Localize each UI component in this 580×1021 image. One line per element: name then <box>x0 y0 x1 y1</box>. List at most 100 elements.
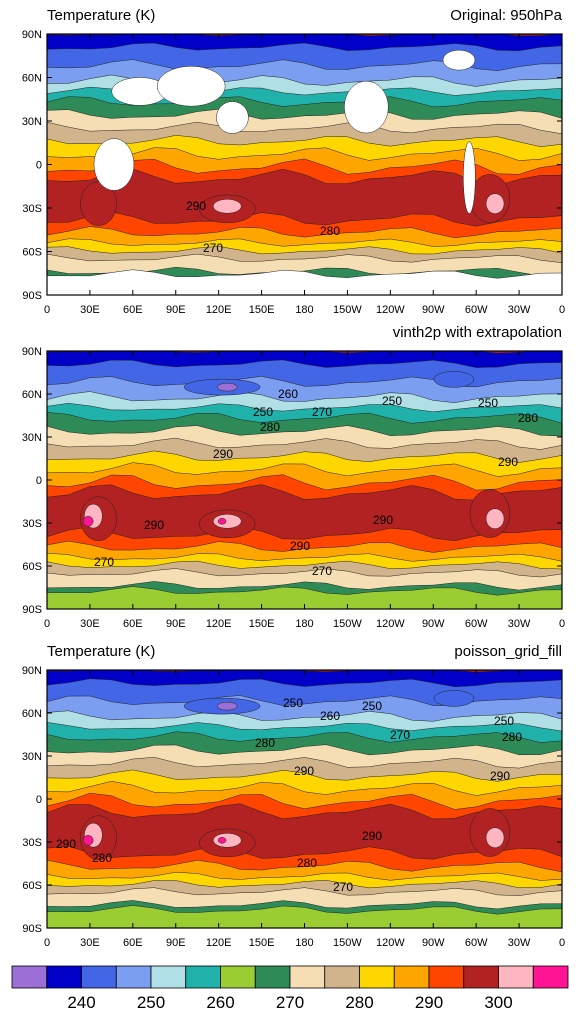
lon-label: 60E <box>123 618 143 630</box>
contour-label: 250 <box>382 394 402 408</box>
lat-label: 60S <box>22 880 42 892</box>
colorbar-swatch <box>11 965 48 989</box>
lon-label: 30E <box>80 618 100 630</box>
panel-2-contour-labels: 250 260 250 270 250 280 280 290 290 290 … <box>94 387 538 578</box>
colorbar-label: 250 <box>137 993 165 1012</box>
panel-3-title-left: Temperature (K) <box>47 643 155 660</box>
lon-label: 180 <box>295 937 313 949</box>
lon-label: 120E <box>206 304 232 316</box>
lat-label: 30S <box>22 203 42 215</box>
lat-label: 60S <box>22 561 42 573</box>
lat-label: 90N <box>22 346 42 358</box>
lat-label: 30S <box>22 518 42 530</box>
temperature-region <box>217 518 227 525</box>
lat-label: 0 <box>36 475 42 487</box>
temperature-region <box>217 837 227 844</box>
panel-3: Temperature (K) poisson_grid_fill 90N 60N… <box>22 643 565 949</box>
temperature-region <box>485 508 505 529</box>
lat-label: 60S <box>22 247 42 259</box>
lon-label: 150W <box>333 937 362 949</box>
temperature-region <box>82 835 94 846</box>
lat-label: 60N <box>22 708 42 720</box>
missing-data-region <box>463 141 476 214</box>
contour-label: 280 <box>518 411 538 425</box>
missing-data-region <box>216 101 249 134</box>
contour-label: 290 <box>294 764 314 778</box>
lon-label: 120W <box>376 304 405 316</box>
missing-data-region <box>93 138 135 191</box>
lat-label: 0 <box>36 160 42 172</box>
lon-label: 30E <box>80 304 100 316</box>
missing-data-region <box>156 65 226 107</box>
contour-label: 260 <box>278 387 298 401</box>
lon-label: 180 <box>295 618 313 630</box>
contour-label: 290 <box>290 539 310 553</box>
contour-label: 270 <box>203 241 223 255</box>
lon-label: 90W <box>422 304 445 316</box>
lon-label: 0 <box>44 618 50 630</box>
panel-3-contour-labels: 250 260 250 270 250 280 280 290 290 290 … <box>56 696 522 894</box>
panel-3-title-right: poisson_grid_fill <box>454 643 562 660</box>
colorbar-swatch <box>220 965 256 989</box>
antarctic-region <box>47 586 562 609</box>
lon-label: 90E <box>166 304 186 316</box>
lon-label: 0 <box>559 618 565 630</box>
panel-1-contour-labels: 290 280 270 <box>186 199 340 255</box>
contour-label: 260 <box>320 709 340 723</box>
lon-label: 0 <box>44 937 50 949</box>
contour-label: 290 <box>362 829 382 843</box>
lat-label: 90S <box>22 290 42 302</box>
colorbar-swatch <box>498 965 534 989</box>
lon-label: 150W <box>333 618 362 630</box>
contour-label: 280 <box>320 224 340 238</box>
temperature-region <box>217 382 238 392</box>
colorbar-swatch <box>428 965 465 989</box>
contour-label: 270 <box>94 555 114 569</box>
panel-3-map <box>47 670 562 928</box>
missing-data-region <box>344 80 389 134</box>
temperature-region <box>217 701 238 711</box>
colorbar-swatch <box>115 965 152 989</box>
lon-label: 0 <box>44 304 50 316</box>
contour-label: 290 <box>56 837 76 851</box>
temperature-region <box>213 199 242 214</box>
lon-label: 180 <box>295 304 313 316</box>
lon-label: 90W <box>422 618 445 630</box>
colorbar-swatch <box>185 965 221 989</box>
colorbar-swatch <box>81 965 117 989</box>
contour-label: 290 <box>213 447 233 461</box>
contour-label: 280 <box>255 736 275 750</box>
panel-1-map <box>47 34 562 295</box>
contour-label: 280 <box>92 851 112 865</box>
panel-2-title-right: vinth2p with extrapolation <box>393 324 562 341</box>
contour-label: 250 <box>362 699 382 713</box>
lon-label: 60E <box>123 304 143 316</box>
lon-label: 30W <box>508 304 531 316</box>
lon-label: 60W <box>465 937 488 949</box>
lon-label: 120W <box>376 618 405 630</box>
lat-label: 30N <box>22 432 42 444</box>
lon-label: 120E <box>206 618 232 630</box>
contour-label: 270 <box>390 728 410 742</box>
lon-label: 150E <box>249 304 275 316</box>
colorbar-label: 300 <box>484 993 512 1012</box>
lat-label: 90N <box>22 665 42 677</box>
contour-label: 280 <box>502 730 522 744</box>
contour-label: 250 <box>283 696 303 710</box>
temperature-region <box>433 371 475 388</box>
panel-1: Temperature (K) Original: 950hPa 90N 60N 3… <box>22 7 565 316</box>
lon-label: 30W <box>508 618 531 630</box>
lon-label: 90E <box>166 618 186 630</box>
colorbar-swatch <box>324 965 360 989</box>
lon-label: 120E <box>206 937 232 949</box>
lat-label: 30N <box>22 116 42 128</box>
colorbar-swatch <box>393 965 430 989</box>
lon-label: 60E <box>123 937 143 949</box>
colorbar-label: 290 <box>415 993 443 1012</box>
lon-label: 0 <box>559 304 565 316</box>
lon-label: 0 <box>559 937 565 949</box>
